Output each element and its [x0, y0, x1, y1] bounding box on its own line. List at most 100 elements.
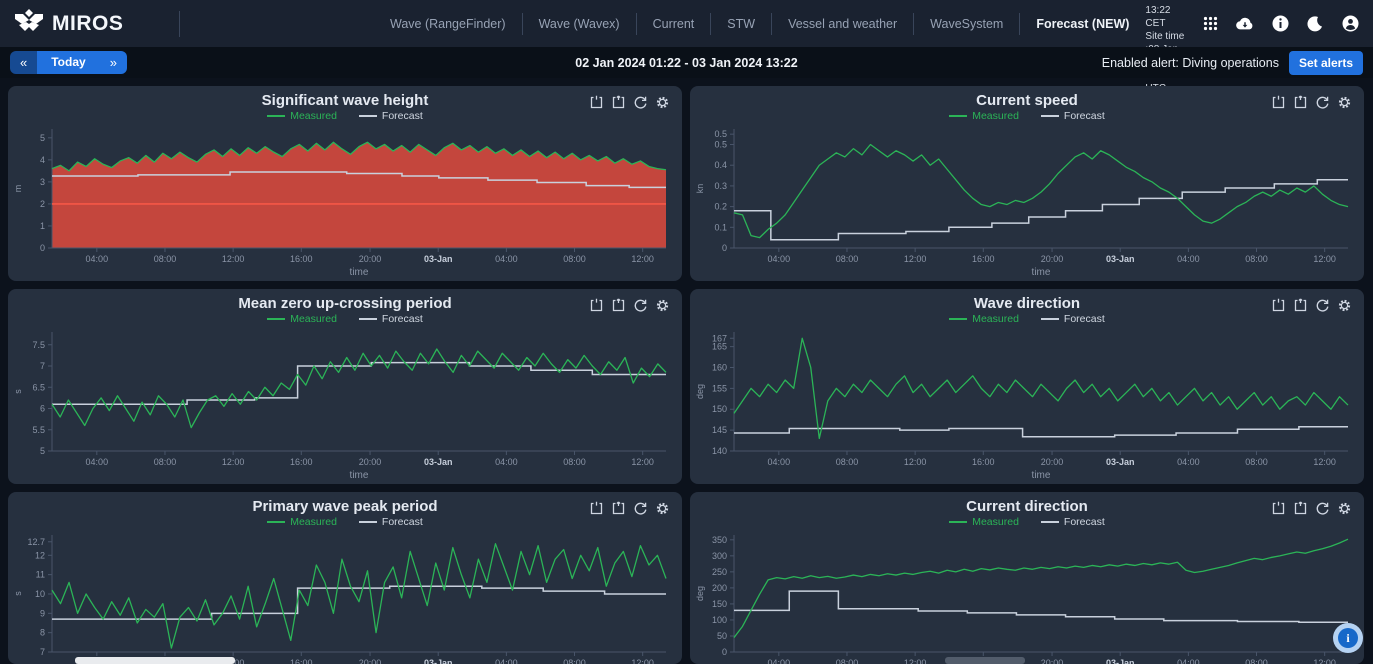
- nav-separator: [913, 12, 915, 35]
- chart-plot-area[interactable]: 5 5.5 6 6.5 7 7.5 s 04:00 08:00 12:00 16:00 20:00 03…: [8, 325, 682, 484]
- horizontal-scrollbar-thumb[interactable]: [75, 657, 235, 664]
- drag-zoom-icon[interactable]: [589, 298, 604, 313]
- chart-toolbox: [1271, 95, 1352, 110]
- settings-gear-icon[interactable]: [655, 298, 670, 313]
- svg-text:04:00: 04:00: [86, 457, 109, 467]
- settings-gear-icon[interactable]: [655, 501, 670, 516]
- refresh-icon[interactable]: [1315, 95, 1330, 110]
- zoom-reset-icon[interactable]: [1293, 501, 1308, 516]
- svg-text:16:00: 16:00: [290, 658, 313, 664]
- svg-text:04:00: 04:00: [495, 254, 518, 264]
- chart-plot-area[interactable]: 0 1 2 3 4 5 m 04:00 08:00 12:00 16:00 20:00 03-Jan 04…: [8, 122, 682, 281]
- legend-measured[interactable]: Measured: [949, 516, 1019, 528]
- nav-forecast[interactable]: Forecast (NEW): [1036, 16, 1130, 31]
- chart-title: Current direction: [966, 498, 1088, 515]
- measured-swatch: [267, 115, 286, 117]
- cloud-download-icon[interactable]: [1236, 15, 1254, 33]
- refresh-icon[interactable]: [1315, 501, 1330, 516]
- svg-text:08:00: 08:00: [836, 254, 859, 264]
- svg-text:12:00: 12:00: [904, 457, 927, 467]
- zoom-reset-icon[interactable]: [611, 298, 626, 313]
- settings-gear-icon[interactable]: [1337, 95, 1352, 110]
- horizontal-scrollbar-segment[interactable]: [945, 657, 1025, 664]
- legend-forecast[interactable]: Forecast: [1040, 516, 1105, 528]
- set-alerts-button[interactable]: Set alerts: [1288, 50, 1363, 75]
- svg-text:12:00: 12:00: [631, 658, 654, 664]
- nav-wave-wavex[interactable]: Wave (Wavex): [538, 16, 620, 31]
- legend-measured[interactable]: Measured: [267, 313, 337, 325]
- svg-text:04:00: 04:00: [495, 457, 518, 467]
- moon-icon[interactable]: [1306, 15, 1324, 33]
- legend-measured[interactable]: Measured: [267, 516, 337, 528]
- svg-text:s: s: [13, 591, 23, 596]
- refresh-icon[interactable]: [1315, 298, 1330, 313]
- nav-stw[interactable]: STW: [727, 16, 756, 31]
- svg-text:04:00: 04:00: [1177, 457, 1200, 467]
- measured-swatch: [267, 318, 286, 320]
- nav-wavesystem[interactable]: WaveSystem: [930, 16, 1004, 31]
- svg-text:03-Jan: 03-Jan: [424, 254, 453, 264]
- svg-text:04:00: 04:00: [495, 658, 518, 664]
- settings-gear-icon[interactable]: [655, 95, 670, 110]
- today-button[interactable]: Today: [37, 51, 100, 74]
- help-widget-button[interactable]: i: [1333, 623, 1363, 653]
- svg-text:16:00: 16:00: [290, 254, 313, 264]
- legend-measured[interactable]: Measured: [949, 313, 1019, 325]
- chart-plot-area[interactable]: 0 0.1 0.2 0.3 0.4 0.5 0.5 kn 04:00 08:00 12:00 16:0…: [690, 122, 1364, 281]
- legend-forecast[interactable]: Forecast: [1040, 313, 1105, 325]
- svg-text:0: 0: [722, 647, 727, 657]
- legend-forecast[interactable]: Forecast: [1040, 110, 1105, 122]
- svg-text:08:00: 08:00: [1245, 658, 1268, 664]
- apps-grid-icon[interactable]: [1201, 15, 1219, 33]
- svg-text:4: 4: [40, 155, 45, 165]
- drag-zoom-icon[interactable]: [1271, 501, 1286, 516]
- chart-title: Significant wave height: [261, 92, 429, 109]
- nav-current[interactable]: Current: [652, 16, 695, 31]
- chart-plot-area[interactable]: 0 50 100 150 200 250 300 350 deg 04:00 08:00 12:00 1…: [690, 528, 1364, 664]
- brand-name: MIROS: [52, 11, 124, 35]
- svg-text:12:00: 12:00: [222, 254, 245, 264]
- svg-text:8: 8: [40, 628, 45, 638]
- zoom-reset-icon[interactable]: [611, 501, 626, 516]
- info-icon[interactable]: [1271, 15, 1289, 33]
- settings-gear-icon[interactable]: [1337, 501, 1352, 516]
- legend-forecast[interactable]: Forecast: [358, 516, 423, 528]
- chart-plot-area[interactable]: 140 145 150 155 160 165 167 deg 04:00 08:00 12:00 1…: [690, 325, 1364, 484]
- svg-text:m: m: [13, 185, 23, 193]
- svg-text:12:00: 12:00: [1313, 457, 1336, 467]
- user-icon[interactable]: [1341, 15, 1359, 33]
- measured-swatch: [267, 521, 286, 523]
- drag-zoom-icon[interactable]: [589, 501, 604, 516]
- svg-text:08:00: 08:00: [836, 457, 859, 467]
- svg-text:5.5: 5.5: [32, 425, 45, 435]
- svg-text:04:00: 04:00: [86, 254, 109, 264]
- svg-text:0.4: 0.4: [714, 160, 727, 170]
- zoom-reset-icon[interactable]: [1293, 298, 1308, 313]
- zoom-reset-icon[interactable]: [611, 95, 626, 110]
- legend-measured[interactable]: Measured: [267, 110, 337, 122]
- settings-gear-icon[interactable]: [1337, 298, 1352, 313]
- drag-zoom-icon[interactable]: [1271, 298, 1286, 313]
- svg-text:3: 3: [40, 177, 45, 187]
- svg-text:145: 145: [712, 425, 727, 435]
- refresh-icon[interactable]: [633, 95, 648, 110]
- nav-vessel-weather[interactable]: Vessel and weather: [788, 16, 898, 31]
- chart-title: Wave direction: [973, 295, 1081, 312]
- legend-measured[interactable]: Measured: [949, 110, 1019, 122]
- svg-text:11: 11: [36, 570, 45, 580]
- next-period-button[interactable]: »: [99, 51, 127, 74]
- svg-text:03-Jan: 03-Jan: [1106, 457, 1135, 467]
- svg-text:08:00: 08:00: [563, 457, 586, 467]
- nav-separator: [521, 12, 523, 35]
- refresh-icon[interactable]: [633, 501, 648, 516]
- zoom-reset-icon[interactable]: [1293, 95, 1308, 110]
- legend-forecast[interactable]: Forecast: [358, 313, 423, 325]
- nav-wave-rangefinder[interactable]: Wave (RangeFinder): [390, 16, 506, 31]
- drag-zoom-icon[interactable]: [589, 95, 604, 110]
- prev-period-button[interactable]: «: [10, 51, 38, 74]
- svg-text:12:00: 12:00: [631, 457, 654, 467]
- drag-zoom-icon[interactable]: [1271, 95, 1286, 110]
- legend-forecast[interactable]: Forecast: [358, 110, 423, 122]
- refresh-icon[interactable]: [633, 298, 648, 313]
- chart-plot-area[interactable]: 7 8 9 10 11 12 12.7 s 04:00 08:00 12:00 16:00 20:00 0…: [8, 528, 682, 664]
